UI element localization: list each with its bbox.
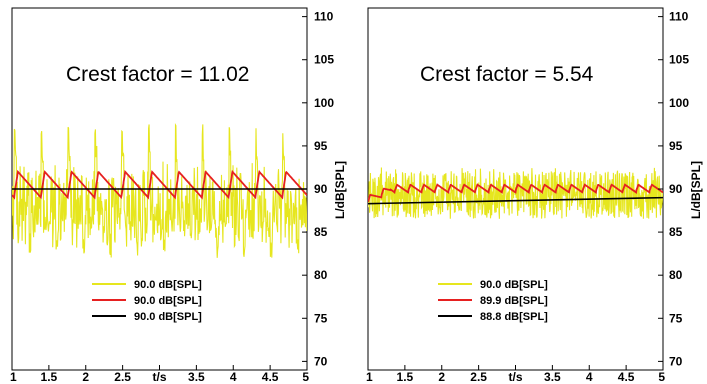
- x-tick-label: 4: [586, 370, 593, 384]
- x-tick-label: 4: [230, 370, 237, 384]
- crest-factor-annotation: Crest factor = 5.54: [420, 63, 594, 86]
- legend-entry: 90.0 dB[SPL]: [134, 295, 202, 307]
- x-tick-label: 1: [10, 370, 17, 384]
- legend-entry: 90.0 dB[SPL]: [134, 311, 202, 323]
- legend: 90.0 dB[SPL] 90.0 dB[SPL] 90.0 dB[SPL]: [92, 279, 202, 323]
- x-tick-label: 1: [366, 370, 373, 384]
- x-tick-label: 5: [302, 370, 309, 384]
- y-tick-label: 100: [314, 96, 334, 110]
- y-tick-label: 90: [669, 182, 683, 196]
- y-tick-label: 75: [669, 311, 683, 325]
- series-line-black: [368, 196, 663, 205]
- y-tick-label: 90: [314, 182, 328, 196]
- y-tick-label: 85: [669, 225, 683, 239]
- y-tick-label: 95: [669, 139, 683, 153]
- y-axis-label: L/dB[SPL]: [333, 161, 347, 219]
- y-tick-label: 80: [669, 268, 683, 282]
- y-tick-label: 70: [669, 354, 683, 368]
- legend-entry: 90.0 dB[SPL]: [134, 279, 202, 291]
- series-line-red: [12, 169, 307, 200]
- y-tick-label: 110: [669, 10, 689, 24]
- x-tick-label: 3.5: [544, 370, 561, 384]
- y-axis-label: L/dB[SPL]: [689, 161, 703, 219]
- legend-entry: 89.9 dB[SPL]: [480, 295, 548, 307]
- y-tick-label: 85: [314, 225, 328, 239]
- y-tick-label: 70: [314, 354, 328, 368]
- y-tick-label: 100: [669, 96, 689, 110]
- y-tick-label: 95: [314, 139, 328, 153]
- crest-factor-annotation: Crest factor = 11.02: [66, 63, 249, 86]
- x-tick-label: 4.5: [262, 370, 279, 384]
- y-tick-label: 105: [669, 53, 689, 67]
- x-tick-label: 2.5: [114, 370, 131, 384]
- legend-entry: 90.0 dB[SPL]: [480, 279, 548, 291]
- x-tick-label: 5: [658, 370, 665, 384]
- y-tick-label: 110: [314, 10, 334, 24]
- x-axis-label: t/s: [508, 370, 522, 384]
- x-tick-label: 1.5: [41, 370, 58, 384]
- x-tick-label: 1.5: [397, 370, 414, 384]
- x-tick-label: 2.5: [470, 370, 487, 384]
- x-tick-label: 2: [438, 370, 445, 384]
- chart-panel-1: 70 75 80 85 90 95 100 105 110 1 1.5 2 2.5 t/s 3.5 4 4.5 5…: [10, 7, 347, 384]
- y-tick-label: 80: [314, 268, 328, 282]
- y-tick-label: 105: [314, 53, 334, 67]
- legend: 90.0 dB[SPL] 89.9 dB[SPL] 88.8 dB[SPL]: [438, 279, 548, 323]
- chart-panel-2: 70 75 80 85 90 95 100 105 110 1 1.5 2 2.5 t/s 3.5 4 4.5 5…: [366, 7, 703, 384]
- series-line-red: [368, 183, 663, 203]
- x-tick-label: 2: [82, 370, 89, 384]
- x-tick-label: 4.5: [618, 370, 635, 384]
- x-tick-label: 3.5: [188, 370, 205, 384]
- y-tick-label: 75: [314, 311, 328, 325]
- legend-entry: 88.8 dB[SPL]: [480, 311, 548, 323]
- x-axis-label: t/s: [152, 370, 166, 384]
